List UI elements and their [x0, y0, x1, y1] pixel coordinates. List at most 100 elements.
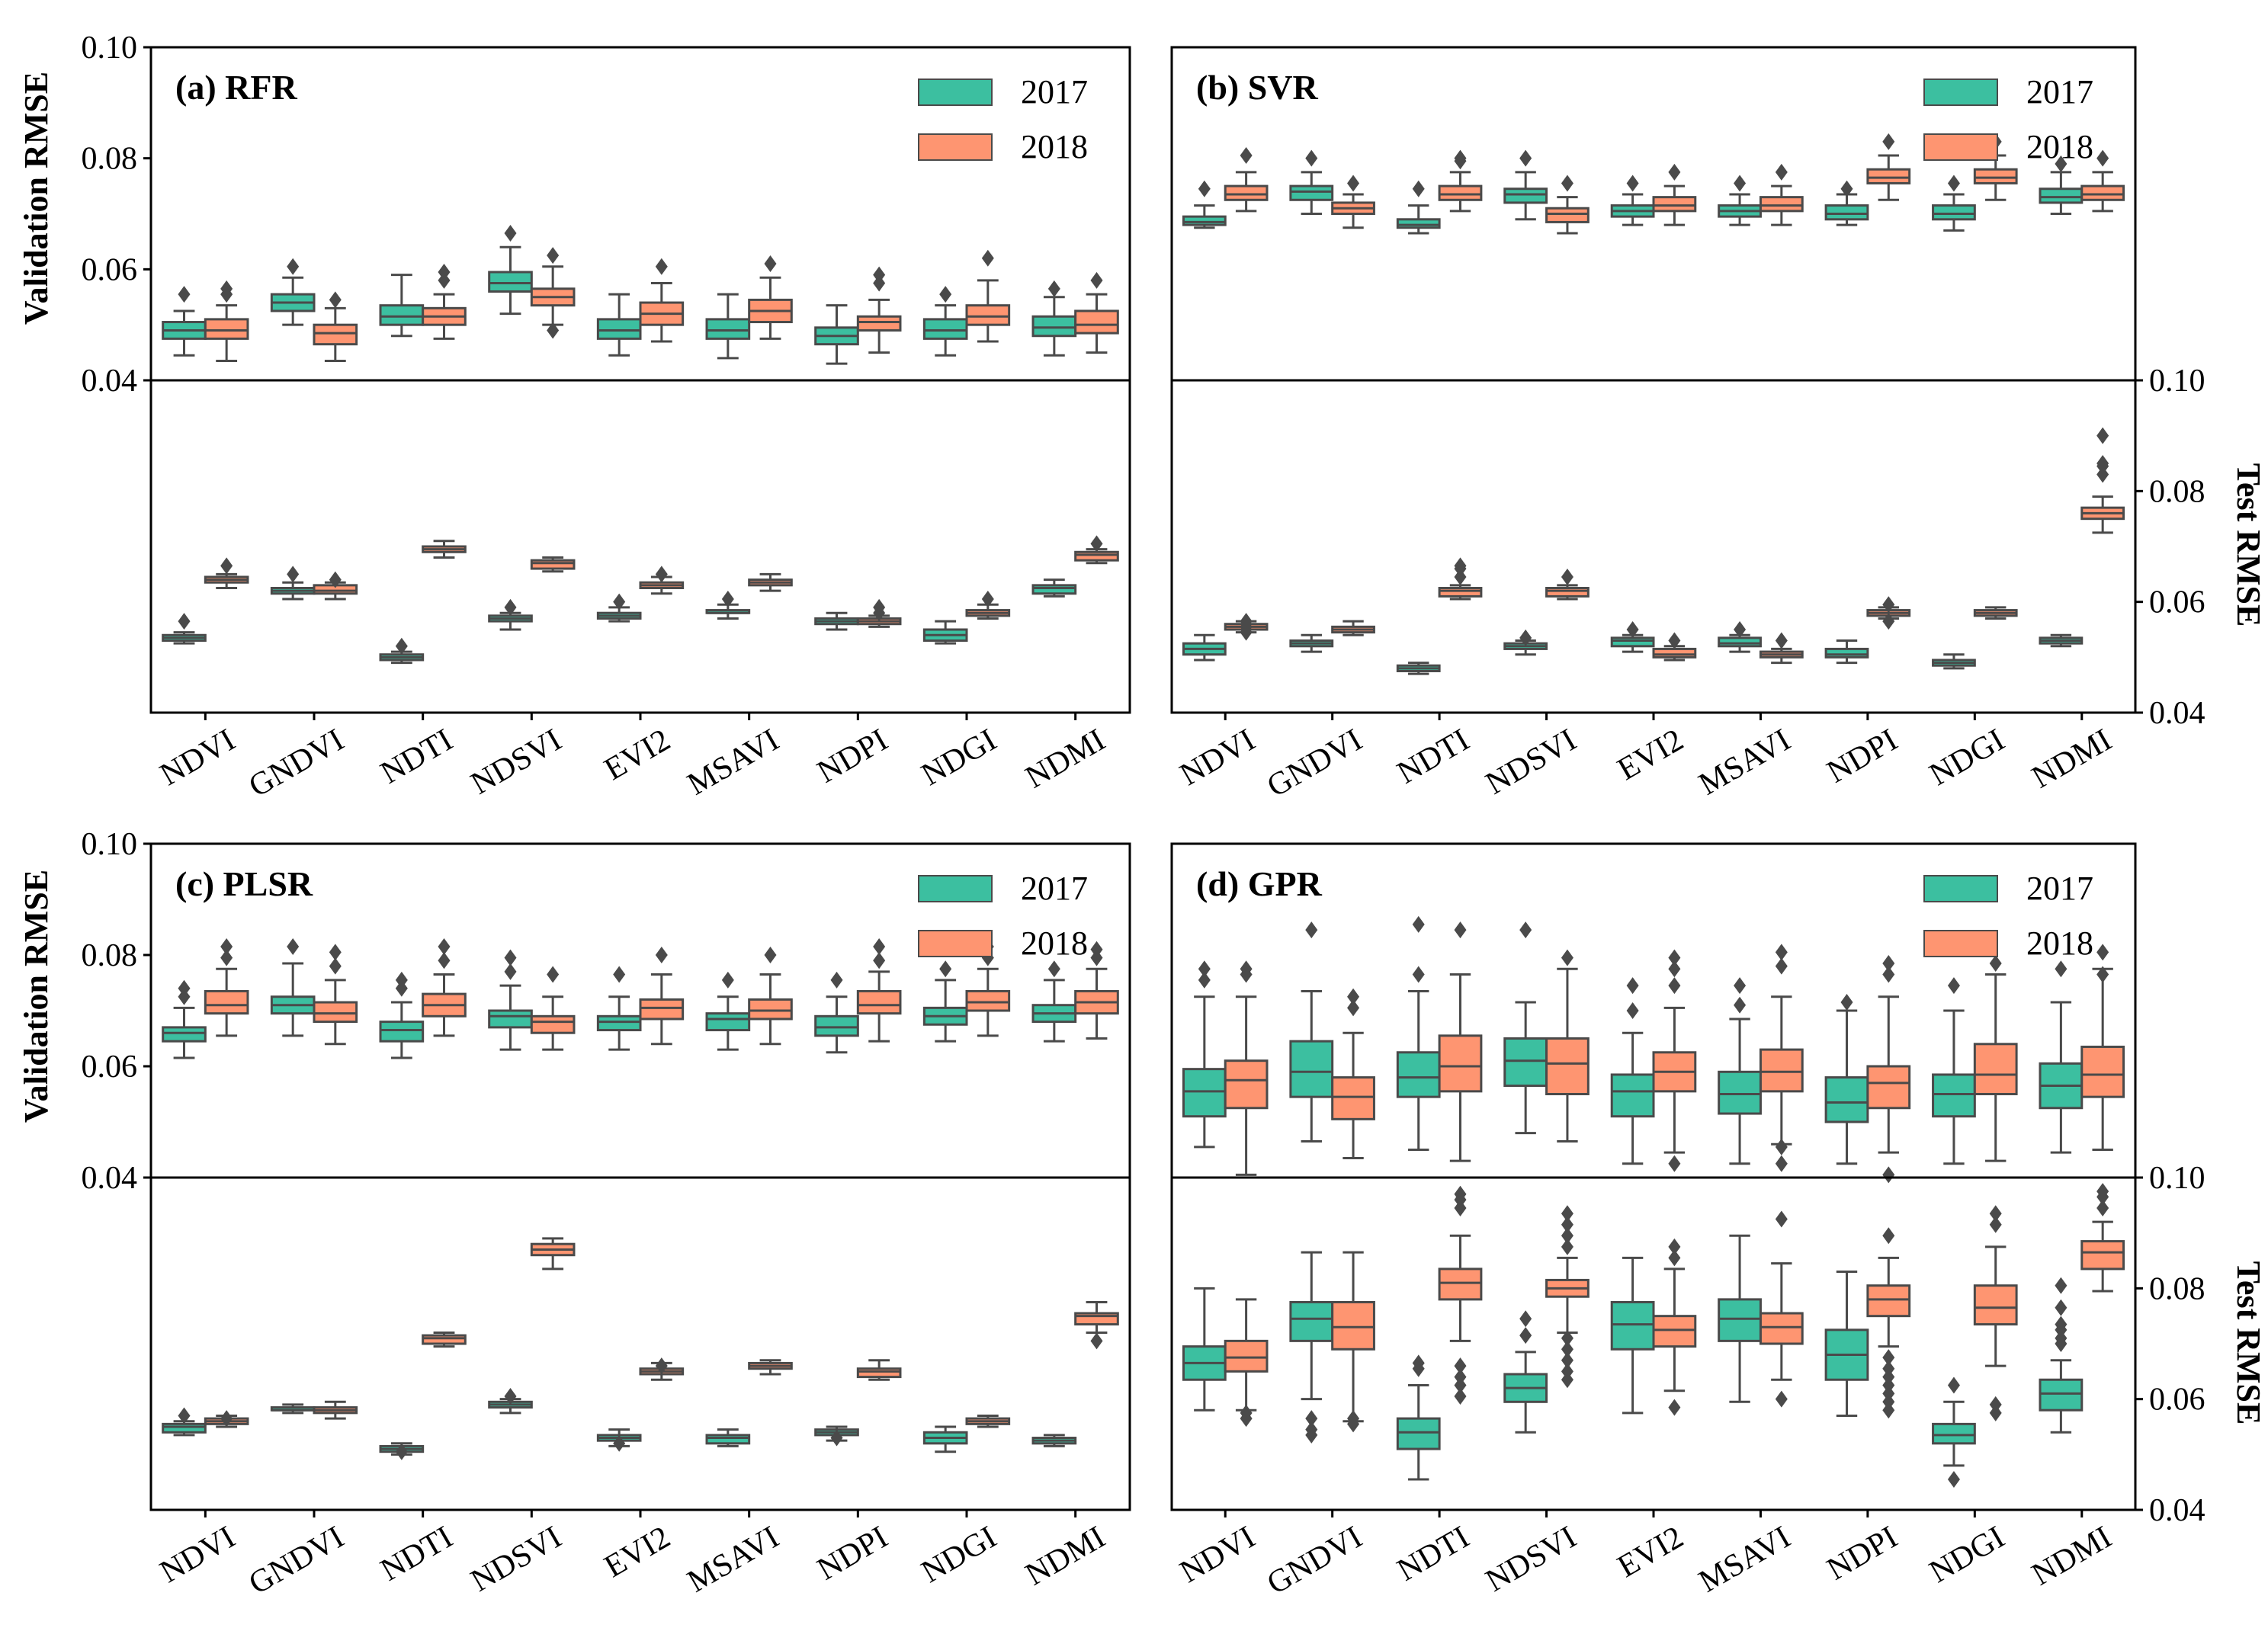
outlier	[1454, 149, 1467, 167]
legend-swatch-2017	[918, 79, 993, 106]
outlier	[2096, 427, 2109, 444]
box	[1396, 1051, 1441, 1098]
x-tick-label: NDVI	[154, 723, 241, 793]
outlier	[220, 280, 233, 297]
outlier	[655, 258, 668, 275]
box	[1545, 1037, 1590, 1095]
box	[1182, 1068, 1227, 1118]
outlier	[1775, 1155, 1788, 1172]
outlier	[1626, 977, 1639, 995]
outlier	[1305, 149, 1318, 167]
outlier	[1198, 971, 1211, 989]
outlier	[1840, 180, 1853, 197]
outlier	[1240, 613, 1253, 630]
legend-label-2018: 2018	[1021, 128, 1088, 165]
box	[1718, 1070, 1762, 1115]
box	[422, 1334, 467, 1345]
outlier	[329, 571, 342, 588]
outlier	[873, 938, 886, 956]
outlier	[1561, 949, 1573, 966]
outlier	[1519, 149, 1532, 167]
box	[1824, 647, 1869, 659]
outlier	[764, 947, 777, 963]
legend-label-2017: 2017	[1021, 870, 1088, 907]
legend-swatch-2017	[918, 875, 993, 902]
panel-title: (c) PLSR	[175, 864, 313, 903]
outlier	[1412, 915, 1425, 933]
outlier	[1561, 1341, 1573, 1358]
box	[1289, 1301, 1334, 1342]
outlier	[1090, 535, 1103, 553]
box	[1973, 1284, 2018, 1326]
outlier	[504, 224, 517, 242]
outlier	[830, 1429, 843, 1447]
box	[1610, 1301, 1655, 1351]
outlier	[1947, 175, 1960, 192]
box	[705, 318, 751, 340]
outlier	[547, 247, 560, 264]
outlier	[1668, 977, 1681, 995]
box	[1759, 1048, 1804, 1093]
box	[2080, 1045, 2125, 1098]
legend-swatch-2018	[918, 133, 993, 161]
box	[2039, 1378, 2084, 1412]
box	[488, 1009, 533, 1029]
test-subplot	[162, 1237, 1119, 1460]
x-tick-label: NDSVI	[465, 723, 567, 802]
x-tick-label: MSAVI	[1693, 723, 1797, 803]
outlier	[1454, 1185, 1467, 1203]
outlier	[721, 591, 734, 608]
outlier	[1240, 1410, 1253, 1428]
x-tick-label: NDMI	[2026, 1520, 2118, 1593]
box	[1545, 207, 1590, 223]
test-rmse-label-top: Test RMSE	[2230, 463, 2267, 627]
outlier	[939, 960, 952, 978]
outlier	[1305, 1426, 1318, 1444]
box	[1652, 196, 1697, 213]
outlier	[1561, 1371, 1573, 1389]
x-tick-label: NDMI	[1020, 723, 1112, 796]
outlier	[721, 971, 734, 989]
box	[1331, 1076, 1375, 1120]
outlier	[1989, 1404, 2002, 1421]
outlier	[2096, 966, 2109, 983]
panel-d: 0.04 0.06 0.08 0.10 NDVI GNDVI NDTI NDSVI EVI2 MS…	[1170, 842, 2205, 1601]
box	[1866, 1284, 1911, 1318]
test-subplot	[1182, 1183, 2125, 1489]
x-tick-label: NDTI	[1391, 723, 1475, 791]
validation-subplot	[1182, 133, 2125, 235]
box	[1331, 1301, 1375, 1351]
box	[162, 1026, 207, 1043]
outlier	[1626, 621, 1639, 638]
x-tick-label: NDPI	[811, 723, 893, 790]
box	[1932, 1422, 1976, 1445]
outlier	[1454, 557, 1467, 575]
outlier	[613, 1434, 626, 1452]
outlier	[1775, 163, 1788, 181]
box	[1932, 204, 1976, 221]
outlier	[1198, 960, 1211, 978]
outlier	[613, 966, 626, 983]
outlier	[1882, 1402, 1895, 1419]
legend-swatch-2017	[1923, 79, 1998, 106]
box	[313, 1001, 358, 1024]
outlier	[329, 944, 342, 961]
box	[204, 318, 249, 340]
outlier	[1240, 147, 1253, 165]
x-tick-label: NDSVI	[465, 1520, 567, 1599]
box	[1438, 1267, 1483, 1301]
box	[596, 1014, 642, 1032]
legend-label-2017: 2017	[2026, 73, 2093, 111]
box	[1031, 584, 1077, 595]
outlier	[1734, 977, 1747, 995]
outlier	[178, 979, 191, 997]
box	[313, 323, 358, 346]
box	[1824, 1076, 1869, 1123]
outlier	[1734, 175, 1747, 192]
outlier	[395, 637, 408, 655]
outlier	[1882, 954, 1895, 972]
outlier	[287, 566, 300, 583]
outlier	[438, 938, 451, 956]
outlier	[1882, 966, 1895, 983]
test-subplot	[1182, 427, 2125, 675]
